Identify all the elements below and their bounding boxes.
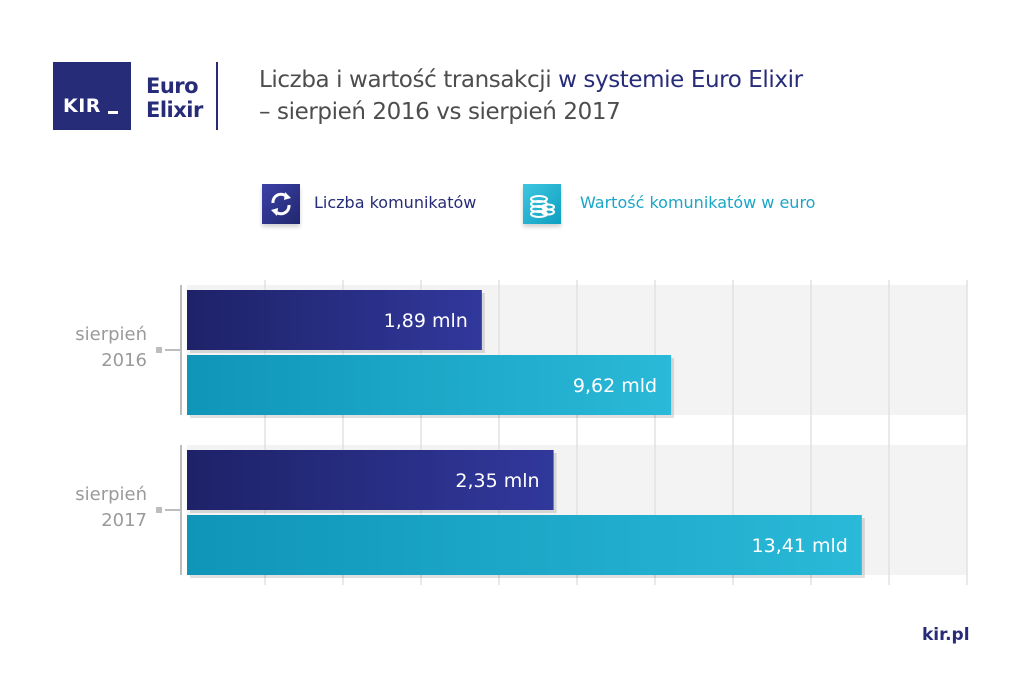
chart-categories: sierpień 2016 sierpień 2017 <box>75 324 147 531</box>
title-line1: Liczba i wartość transakcji w systemie E… <box>259 64 803 96</box>
chart-bars: 1,89 mln 2,35 mln 9,62 mld 13,41 mld <box>187 290 865 578</box>
bar-label-0-0: 1,89 mln <box>384 310 468 332</box>
bar-0-1 <box>187 450 554 510</box>
euro-elixir-logo: Euro Elixir <box>146 74 203 122</box>
bar-label-1-1: 13,41 mld <box>752 535 848 557</box>
euro-elixir-line2: Elixir <box>146 98 203 122</box>
category-label-1-1: 2017 <box>101 510 147 531</box>
bar-label-0-1: 2,35 mln <box>455 470 539 492</box>
category-label-0-1: 2016 <box>101 350 147 371</box>
kir-logo-dash <box>108 111 118 114</box>
bar-label-1-0: 9,62 mld <box>573 375 657 397</box>
euro-elixir-line1: Euro <box>146 74 199 98</box>
title-line2: – sierpień 2016 vs sierpień 2017 <box>259 99 621 125</box>
bar-1-0 <box>187 355 672 415</box>
category-tick-marker-0 <box>156 347 162 353</box>
refresh-arrows-icon <box>262 184 300 224</box>
coin-stack-icon <box>523 184 561 224</box>
bar-1-1 <box>187 515 862 575</box>
title-part2: w systemie Euro Elixir <box>558 67 803 93</box>
title-part1: Liczba i wartość transakcji <box>259 67 559 93</box>
bar-0-0 <box>187 290 482 350</box>
legend-label-count: Liczba komunikatów <box>314 193 477 212</box>
legend-label-value: Wartość komunikatów w euro <box>580 193 816 212</box>
category-tick-marker-1 <box>156 507 162 513</box>
footer-website: kir.pl <box>922 625 970 645</box>
category-label-0-0: sierpień <box>75 324 147 345</box>
kir-logo-text: KIR <box>63 95 101 117</box>
page-title: Liczba i wartość transakcji w systemie E… <box>259 64 803 128</box>
kir-logo: KIR <box>53 62 131 130</box>
category-label-1-0: sierpień <box>75 484 147 505</box>
chart-axes <box>156 285 182 575</box>
header-divider <box>216 62 218 130</box>
